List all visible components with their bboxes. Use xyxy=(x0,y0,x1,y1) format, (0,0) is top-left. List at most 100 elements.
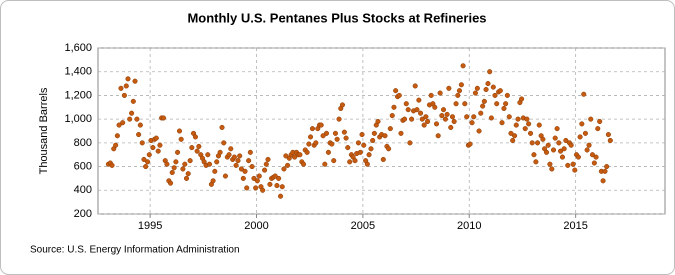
point xyxy=(549,166,555,172)
point xyxy=(448,124,454,130)
point xyxy=(531,152,537,158)
point xyxy=(417,110,424,116)
point xyxy=(556,140,562,146)
point xyxy=(109,162,115,168)
point xyxy=(519,96,525,102)
point xyxy=(325,149,331,155)
point xyxy=(304,149,310,155)
point xyxy=(322,161,328,167)
point xyxy=(132,78,138,84)
point xyxy=(267,181,273,187)
point xyxy=(467,141,473,147)
point xyxy=(189,145,195,151)
point xyxy=(262,167,268,173)
point xyxy=(332,130,338,136)
point xyxy=(323,130,330,136)
point xyxy=(557,148,564,154)
point xyxy=(249,164,255,170)
point xyxy=(175,149,181,155)
point xyxy=(607,137,613,144)
point xyxy=(226,152,232,158)
point xyxy=(121,92,127,98)
point xyxy=(472,90,478,96)
point xyxy=(331,158,337,164)
point xyxy=(160,115,167,121)
point xyxy=(237,153,243,159)
point xyxy=(561,146,567,152)
point xyxy=(355,140,361,146)
point xyxy=(185,171,191,177)
y-tick-label: 1,600 xyxy=(64,42,92,54)
point xyxy=(313,140,319,146)
point xyxy=(568,142,574,148)
point xyxy=(357,149,363,155)
point xyxy=(577,134,583,140)
point xyxy=(481,98,487,104)
point xyxy=(547,161,553,167)
x-tick-label: 2015 xyxy=(563,220,587,232)
point xyxy=(513,122,519,128)
point xyxy=(143,164,149,170)
point xyxy=(407,140,413,146)
point xyxy=(118,85,124,91)
point xyxy=(173,159,179,165)
point xyxy=(582,130,588,136)
point xyxy=(391,104,397,110)
point xyxy=(297,152,303,158)
point xyxy=(492,92,498,98)
point xyxy=(123,83,129,89)
point xyxy=(589,152,595,158)
point xyxy=(474,85,480,91)
point xyxy=(366,152,372,158)
point xyxy=(515,116,521,122)
point xyxy=(176,128,183,134)
point xyxy=(233,162,239,168)
point xyxy=(476,128,482,134)
point xyxy=(168,180,174,186)
point xyxy=(171,165,177,171)
point xyxy=(221,140,227,146)
point xyxy=(419,116,425,122)
point xyxy=(359,132,365,138)
point xyxy=(605,132,611,138)
point xyxy=(187,158,193,164)
point xyxy=(114,133,120,139)
point xyxy=(120,120,126,126)
point xyxy=(382,133,388,139)
point xyxy=(487,69,493,75)
point xyxy=(543,149,550,155)
point xyxy=(412,83,418,89)
point xyxy=(371,130,377,136)
point xyxy=(393,88,399,94)
point xyxy=(157,142,163,148)
point xyxy=(440,107,447,113)
point xyxy=(409,116,415,122)
point xyxy=(150,145,156,151)
point xyxy=(586,142,592,148)
point xyxy=(508,130,514,136)
x-tick-label: 2010 xyxy=(457,220,481,232)
point xyxy=(281,166,287,172)
y-tick-label: 400 xyxy=(74,184,92,196)
point xyxy=(347,159,353,165)
point xyxy=(263,161,269,167)
point xyxy=(276,175,282,181)
point xyxy=(588,116,594,122)
point xyxy=(462,101,468,107)
point xyxy=(352,158,358,164)
point xyxy=(238,166,244,172)
point xyxy=(361,142,367,148)
point xyxy=(283,153,289,159)
x-tick-label: 2005 xyxy=(351,220,375,232)
point xyxy=(285,162,291,168)
point xyxy=(497,88,503,94)
point xyxy=(453,101,459,107)
y-tick-label: 1,400 xyxy=(64,66,92,78)
point xyxy=(277,193,284,199)
y-tick-label: 200 xyxy=(74,208,92,220)
point xyxy=(205,152,211,158)
point xyxy=(581,91,587,97)
point xyxy=(421,122,427,128)
point xyxy=(153,135,159,141)
y-tick-label: 1,000 xyxy=(64,113,92,125)
